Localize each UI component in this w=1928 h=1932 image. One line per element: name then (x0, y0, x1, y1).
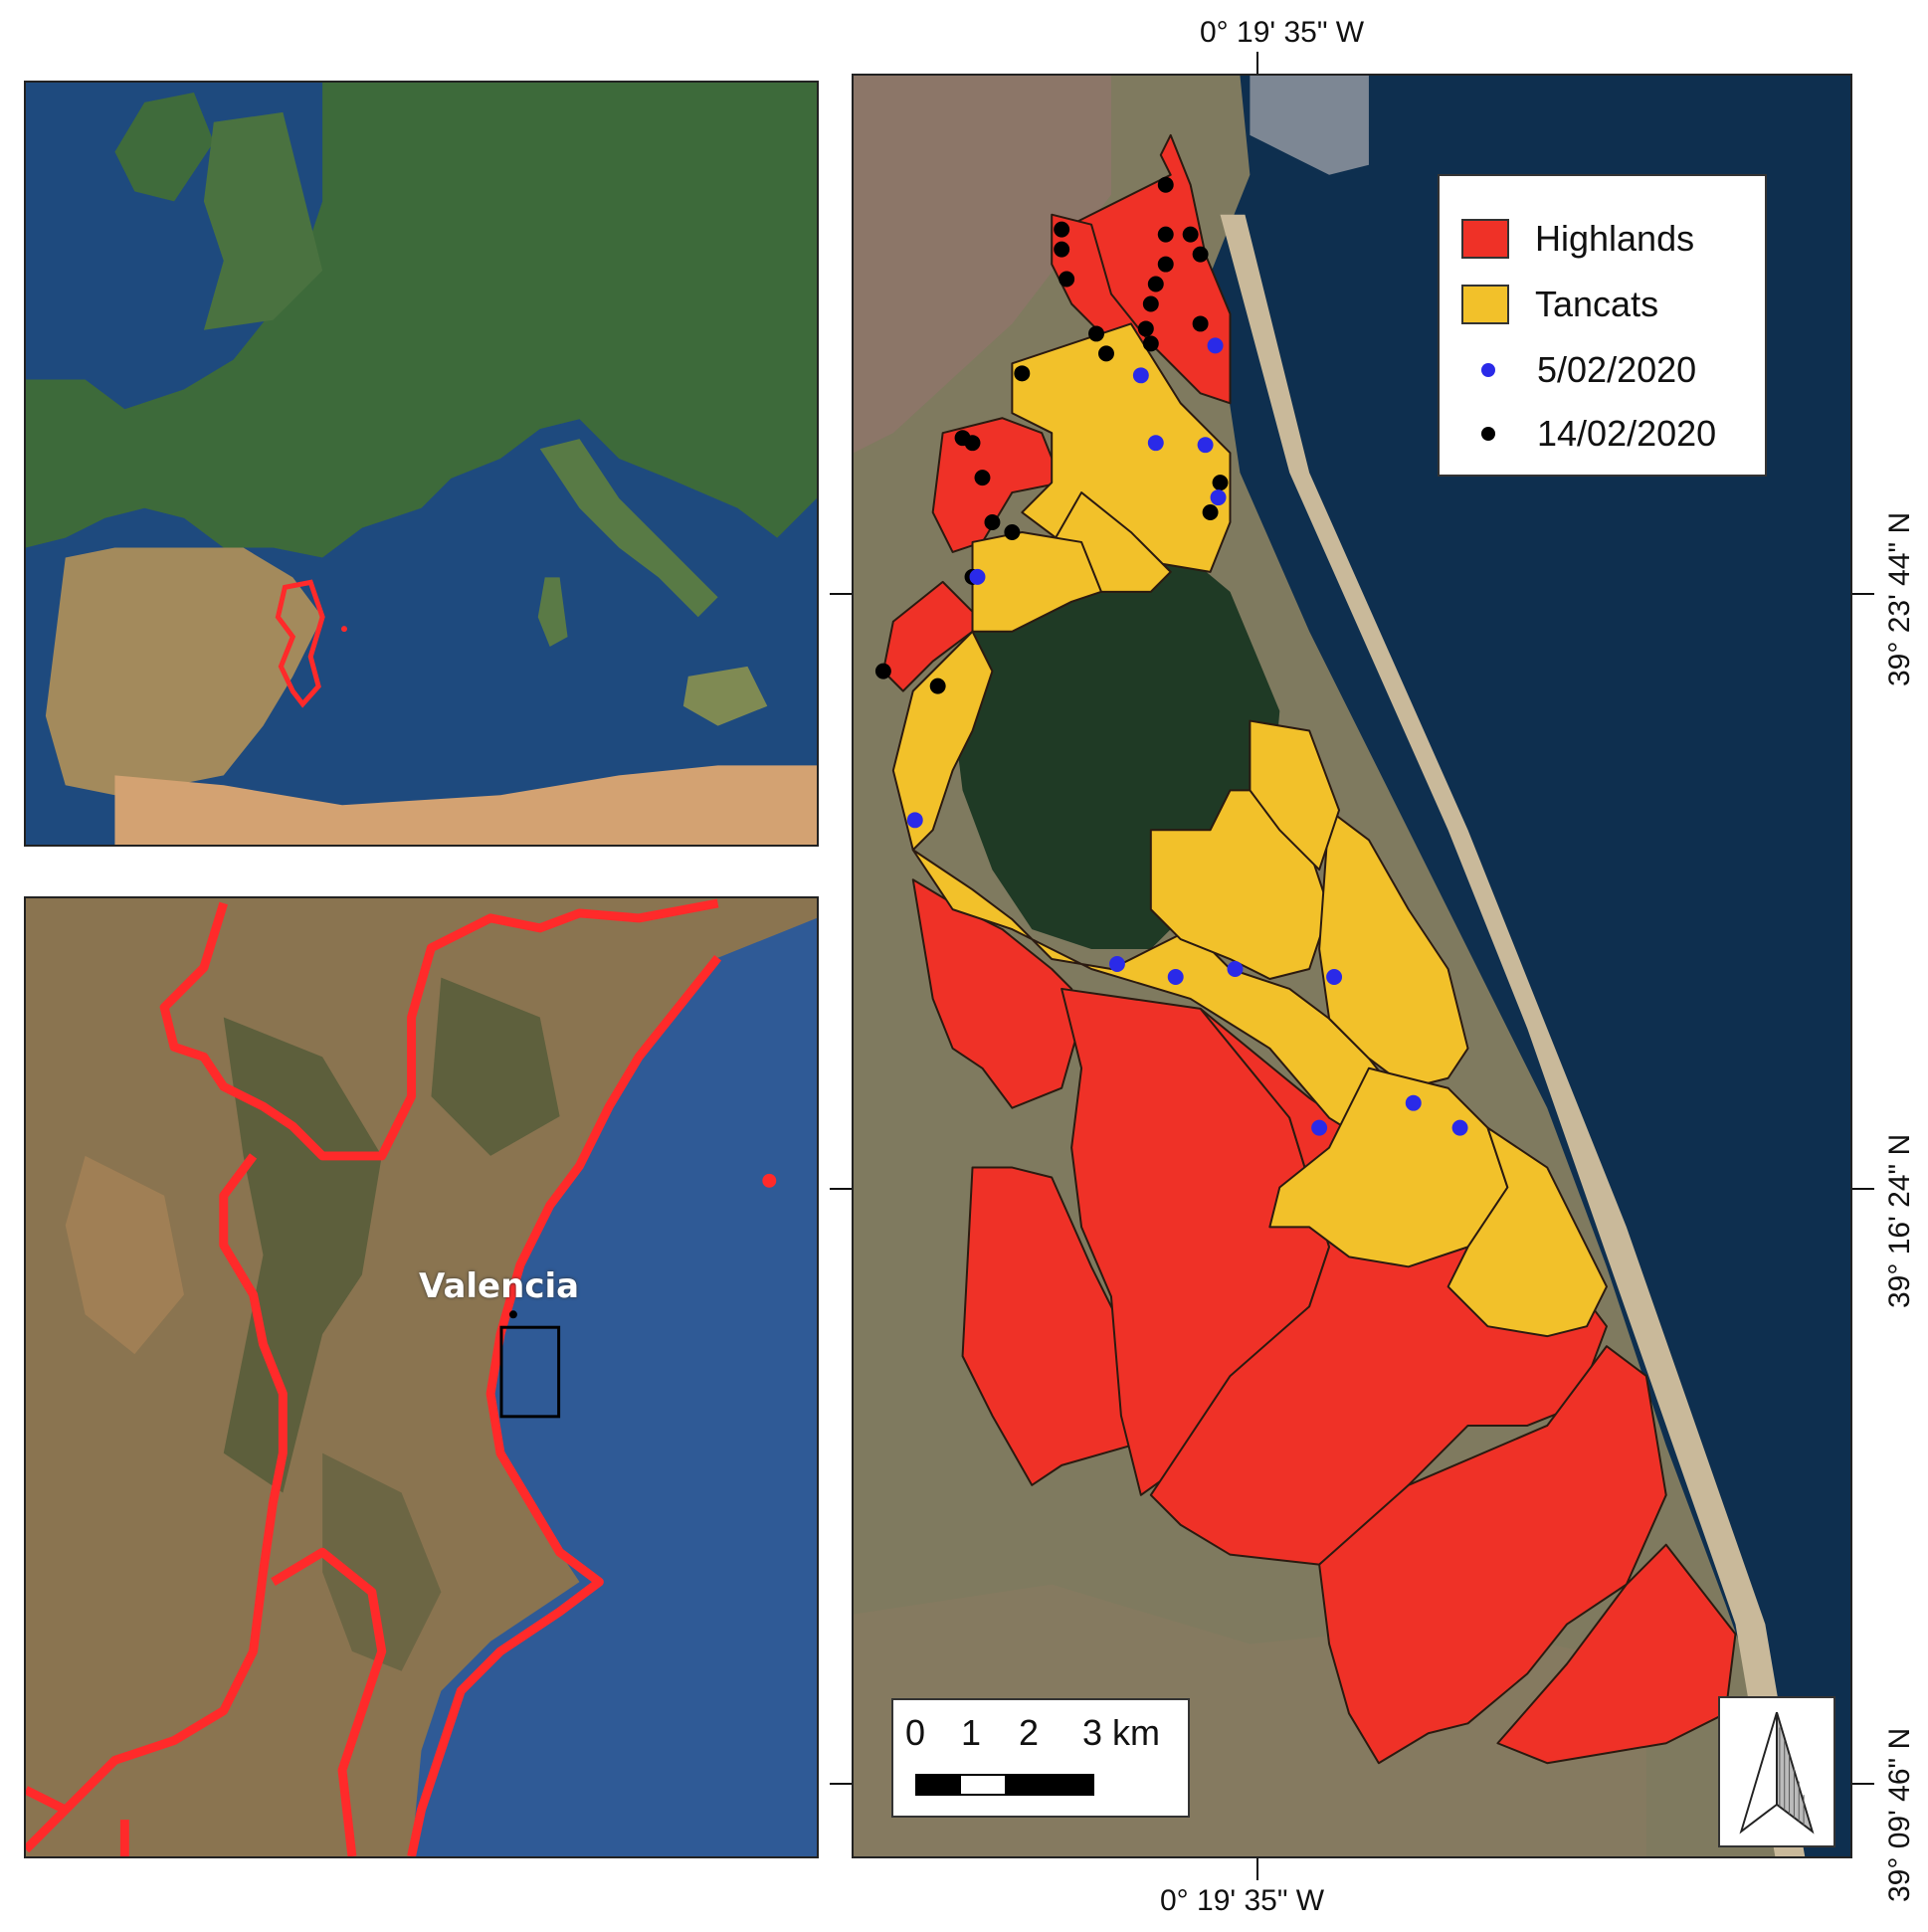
legend-label: 14/02/2020 (1537, 413, 1717, 454)
legend-item-5-02-2020: 5/02/2020 (1461, 347, 1696, 393)
main-study-area-map (852, 74, 1852, 1858)
bottom-longitude-label: 0° 19' 35" W (1160, 1884, 1325, 1917)
legend-item-14-02-2020: 14/02/2020 (1461, 411, 1716, 457)
north-arrow-icon (1739, 1711, 1815, 1835)
scale-bar: 0 1 2 3 km (891, 1698, 1190, 1818)
scale-label-0: 0 (905, 1712, 926, 1753)
black-point-icon (1481, 427, 1495, 441)
bottom-longitude-tick (1256, 1858, 1258, 1880)
legend-label: 5/02/2020 (1537, 349, 1697, 390)
latitude-label-2: 39° 16' 24" N (1883, 1133, 1916, 1308)
study-area-box (499, 1325, 561, 1419)
map-legend: Highlands Tancats 5/02/2020 14/02/2020 (1438, 174, 1767, 477)
blue-point-icon (1481, 363, 1495, 377)
region-map-graphic (26, 898, 817, 1856)
legend-label: Tancats (1535, 284, 1659, 324)
main-map-graphic (854, 76, 1850, 1856)
latitude-label-3: 39° 09' 46" N (1883, 1727, 1916, 1902)
scale-label-2: 2 (1019, 1712, 1040, 1753)
lat-tick-3-left (830, 1783, 852, 1785)
lat-tick-1-left (830, 593, 852, 595)
legend-item-tancats: Tancats (1461, 282, 1658, 327)
highlands-parcels (881, 133, 1737, 1765)
legend-label: Highlands (1535, 218, 1695, 259)
points-5-02-2020 (906, 337, 1468, 1136)
scale-label-1: 1 (961, 1712, 982, 1753)
latitude-label-1: 39° 23' 44" N (1883, 511, 1916, 686)
europe-inset-map (24, 81, 819, 847)
europe-map-graphic (26, 83, 817, 845)
scale-bar-graphic (915, 1774, 1094, 1796)
highlands-swatch (1461, 219, 1509, 259)
scale-label-3: 3 km (1082, 1712, 1161, 1753)
lat-tick-1-right (1852, 593, 1874, 595)
lat-tick-3-right (1852, 1783, 1874, 1785)
top-longitude-label: 0° 19' 35" W (1200, 16, 1365, 49)
region-inset-map (24, 896, 819, 1858)
legend-item-highlands: Highlands (1461, 216, 1694, 262)
valencia-point (508, 1310, 517, 1319)
north-arrow (1718, 1696, 1835, 1847)
lat-tick-2-right (1852, 1188, 1874, 1190)
tancats-swatch (1461, 285, 1509, 324)
valencia-label: Valencia (419, 1266, 580, 1306)
top-longitude-tick (1256, 52, 1258, 74)
tancats-parcels (891, 322, 1608, 1338)
points-14-02-2020 (874, 176, 1229, 694)
lat-tick-2-left (830, 1188, 852, 1190)
region-boundaries (26, 898, 722, 1856)
